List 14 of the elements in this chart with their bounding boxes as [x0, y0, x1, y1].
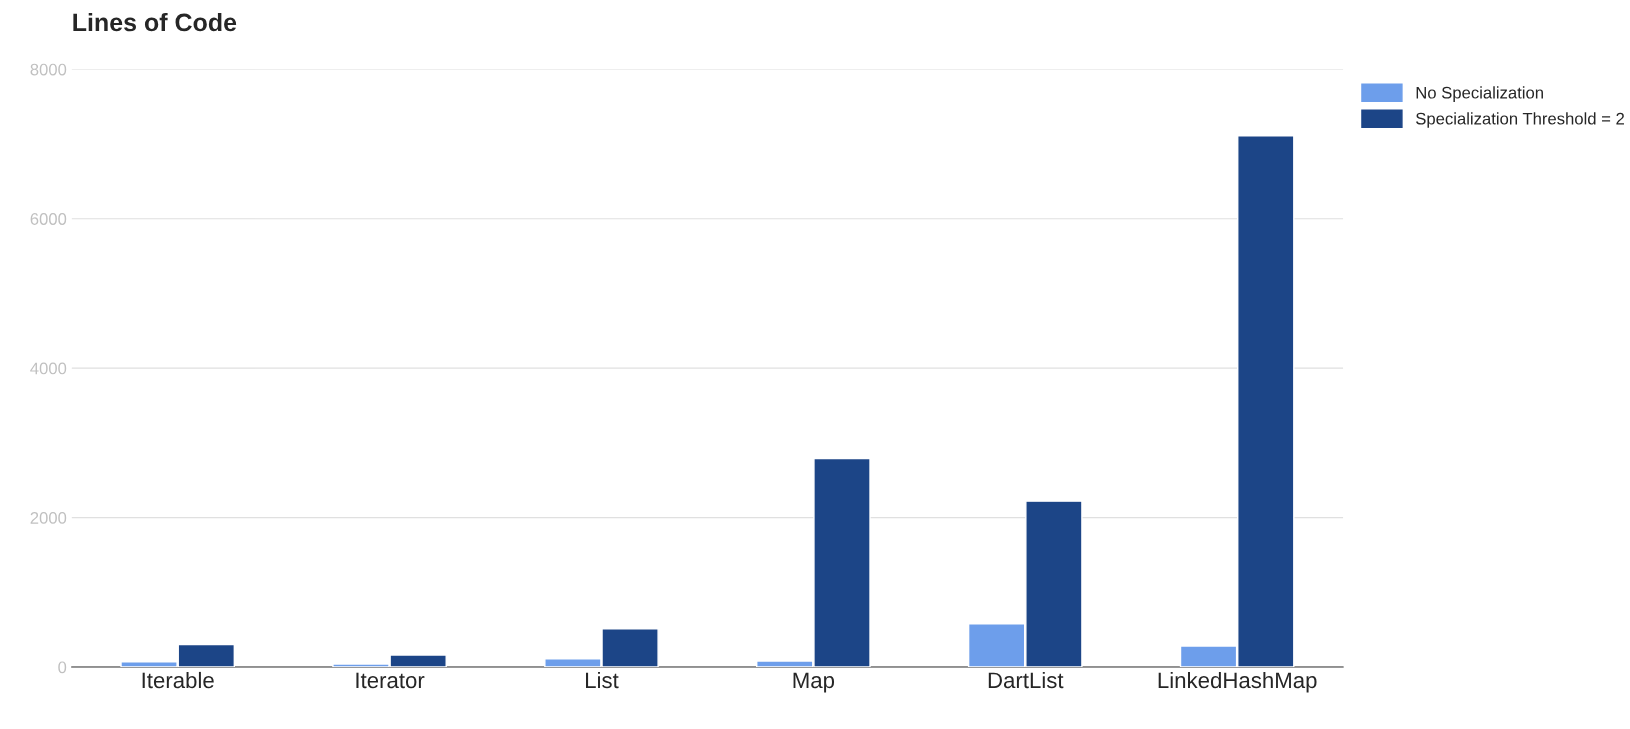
x-tick-label: List [586, 671, 619, 689]
legend-label: No Specialization [1416, 86, 1543, 102]
y-tick-label: 8000 [30, 63, 67, 76]
x-tick-label: Iterable [142, 671, 214, 689]
y-tick-label: 6000 [30, 213, 67, 225]
x-tick-label: Iterator [356, 672, 425, 689]
x-tick-label: LinkedHashMap [1158, 671, 1317, 693]
y-tick-label: 4000 [30, 362, 67, 375]
y-tick-label: 0 [58, 661, 67, 674]
x-tick-label: Map [793, 672, 835, 693]
chart-title: Lines of Code [73, 12, 237, 32]
x-tick-label: DartList [988, 671, 1064, 689]
y-tick-label: 2000 [30, 511, 67, 524]
legend-label: Specialization Threshold = 2 [1416, 112, 1624, 128]
